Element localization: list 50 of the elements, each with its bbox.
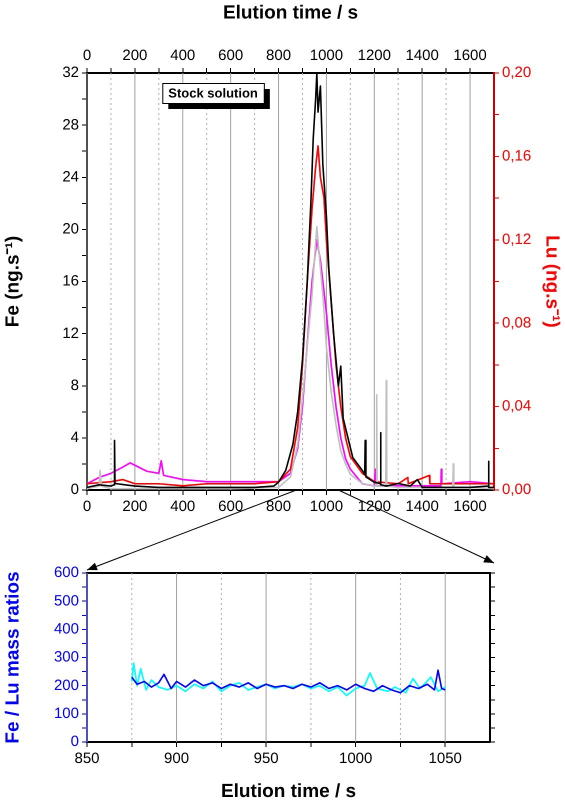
y-axis-title: Fe / Lu mass ratios — [2, 571, 24, 744]
x2-tick-label: 200 — [122, 47, 148, 64]
x2-tick-label: 0 — [82, 47, 92, 64]
y-tick-label: 12 — [62, 324, 79, 342]
y-tick-label: 20 — [62, 220, 79, 238]
x2-tick-label: 600 — [218, 47, 244, 64]
x2-tick-label: 1400 — [405, 47, 439, 64]
y-tick-label: 4 — [70, 429, 79, 446]
y2-tick-label: 0,20 — [502, 64, 532, 82]
y-tick-label: 24 — [62, 168, 79, 186]
y-tick-label: 32 — [62, 64, 79, 82]
y-tick-label: 400 — [54, 620, 79, 638]
x-tick-label: 0 — [82, 498, 92, 516]
y-tick-label: 8 — [70, 376, 79, 394]
x-tick-label: 400 — [170, 498, 196, 516]
x-tick-label: 1600 — [453, 498, 487, 516]
x-tick-label: 900 — [164, 750, 190, 768]
y-tick-label: 500 — [54, 592, 79, 610]
y-tick-label: 0 — [70, 481, 79, 498]
y2-tick-label: 0,00 — [502, 481, 532, 498]
x2-axis-title: Elution time / s — [222, 2, 358, 24]
x2-tick-label: 1000 — [310, 47, 344, 64]
x-tick-label: 800 — [266, 498, 292, 516]
y-tick-label: 100 — [54, 704, 79, 722]
y-tick-label: 600 — [54, 564, 79, 582]
y2-tick-label: 0,16 — [502, 148, 532, 165]
x-axis-title: Elution time / s — [220, 780, 356, 802]
x2-tick-label: 400 — [170, 47, 196, 64]
x-tick-label: 200 — [122, 498, 148, 516]
x-tick-label: 1000 — [310, 498, 344, 516]
y-tick-label: 0 — [70, 733, 79, 750]
x-tick-label: 1000 — [338, 750, 372, 768]
annotation: Stock solution — [168, 86, 258, 101]
x2-tick-label: 1200 — [358, 47, 391, 64]
y-axis-title: Fe (ng.s⁻¹) — [2, 236, 24, 328]
y-tick-label: 28 — [62, 116, 79, 134]
y-tick-label: 200 — [54, 676, 79, 694]
y2-tick-label: 0,08 — [502, 314, 532, 332]
y-tick-label: 16 — [62, 272, 79, 290]
x-tick-label: 600 — [218, 498, 244, 516]
y2-tick-label: 0,12 — [502, 230, 532, 248]
x2-tick-label: 1600 — [453, 47, 487, 64]
x2-tick-label: 800 — [266, 47, 292, 64]
y2-tick-label: 0,04 — [502, 398, 532, 415]
x-tick-label: 1400 — [405, 498, 439, 516]
x-tick-label: 950 — [254, 750, 279, 768]
x-tick-label: 1050 — [428, 750, 462, 768]
x-tick-label: 850 — [74, 750, 100, 768]
y-tick-label: 300 — [54, 648, 79, 666]
y2-axis-title: Lu (ng.s⁻¹) — [541, 235, 562, 328]
